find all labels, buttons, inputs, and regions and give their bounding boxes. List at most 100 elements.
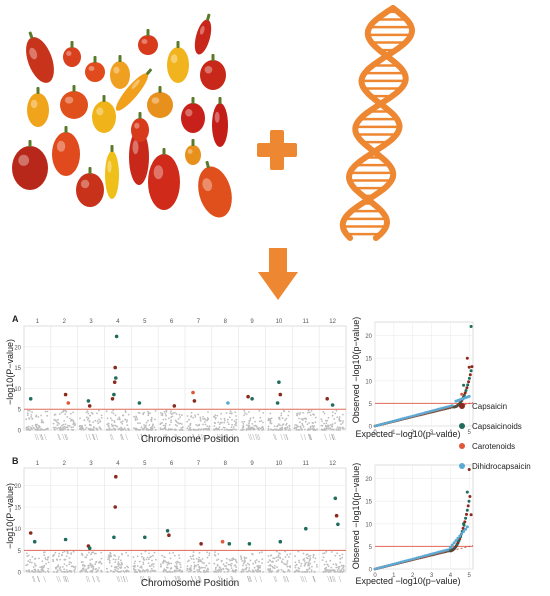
snp-point (43, 554, 46, 556)
x-tick-label (92, 575, 95, 583)
significant-snp (336, 522, 340, 527)
snp-point (232, 557, 235, 560)
snp-point (204, 566, 207, 569)
qq-point (437, 407, 440, 411)
significant-snp (333, 496, 338, 501)
x-tick-label (247, 575, 250, 583)
snp-point (334, 570, 337, 573)
snp-point (298, 413, 301, 416)
snp-point (330, 551, 333, 553)
snp-point (170, 419, 172, 422)
snp-point (279, 556, 281, 559)
snp-point (337, 427, 340, 430)
snp-point (162, 569, 165, 572)
snp-point (133, 567, 135, 570)
snp-point (341, 422, 344, 424)
snp-point (28, 429, 31, 431)
y-tick-label: 20 (365, 477, 372, 483)
snp-point (197, 560, 200, 563)
snp-point (273, 425, 276, 428)
snp-point (118, 427, 121, 430)
snp-point (306, 423, 309, 426)
snp-point (221, 428, 224, 431)
snp-point (250, 427, 253, 430)
snp-point (262, 421, 264, 424)
snp-point (259, 427, 262, 430)
snp-point (90, 411, 93, 414)
snp-point (88, 551, 90, 554)
snp-point (28, 417, 30, 419)
snp-point (57, 565, 59, 568)
snp-point (44, 410, 47, 413)
snp-point (179, 422, 182, 425)
snp-point (171, 571, 174, 573)
snp-point (161, 422, 164, 424)
snp-point (279, 552, 281, 555)
pepper (52, 126, 80, 176)
snp-point (206, 428, 209, 431)
snp-point (152, 569, 155, 572)
snp-point (261, 562, 263, 564)
significant-snp (86, 399, 91, 403)
snp-point (283, 571, 285, 573)
snp-point (208, 562, 211, 565)
x-tick-label (109, 433, 113, 441)
snp-point (127, 554, 129, 557)
snp-point (309, 562, 312, 565)
snp-point (140, 426, 143, 429)
chromosome-label: 12 (329, 461, 336, 467)
snp-point (244, 412, 246, 414)
snp-point (294, 424, 296, 426)
snp-point (124, 411, 127, 414)
snp-point (29, 571, 31, 573)
pepper-stem (72, 85, 76, 92)
qq-point (439, 550, 442, 553)
snp-point (109, 555, 112, 558)
snp-point (308, 571, 311, 573)
snp-point (341, 567, 344, 570)
snp-point (166, 564, 169, 566)
snp-point (27, 554, 30, 557)
snp-point (92, 428, 95, 431)
snp-point (107, 424, 110, 427)
snp-point (186, 415, 189, 417)
snp-point (321, 429, 324, 431)
snp-point (66, 550, 69, 553)
snp-point (87, 417, 90, 420)
snp-point (202, 423, 204, 426)
snp-point (152, 424, 154, 427)
snp-point (38, 557, 40, 560)
snp-point (31, 411, 33, 413)
pepper-stem (158, 86, 162, 93)
snp-point (327, 428, 329, 430)
snp-point (220, 560, 223, 563)
snp-point (186, 560, 189, 563)
snp-point (225, 412, 228, 414)
snp-point (306, 570, 308, 573)
snp-point (262, 412, 265, 414)
snp-point (52, 558, 54, 561)
snp-point (308, 560, 311, 562)
snp-point (205, 569, 208, 572)
qq-point (450, 543, 454, 547)
pepper (212, 97, 228, 147)
qq-point (413, 557, 416, 560)
snp-point (310, 570, 313, 573)
snp-point (142, 558, 145, 560)
snp-point (114, 558, 117, 561)
snp-point (235, 424, 238, 427)
snp-point (119, 566, 121, 569)
x-tick-label (218, 575, 221, 583)
snp-point (245, 564, 248, 566)
snp-point (123, 571, 126, 573)
snp-point (304, 562, 307, 564)
snp-point (222, 568, 225, 571)
snp-point (269, 419, 272, 422)
snp-point (301, 422, 304, 425)
qq-point (425, 554, 428, 557)
snp-point (79, 571, 81, 573)
snp-point (118, 418, 121, 421)
snp-point (331, 411, 334, 413)
snp-point (331, 414, 334, 417)
snp-point (261, 425, 264, 428)
